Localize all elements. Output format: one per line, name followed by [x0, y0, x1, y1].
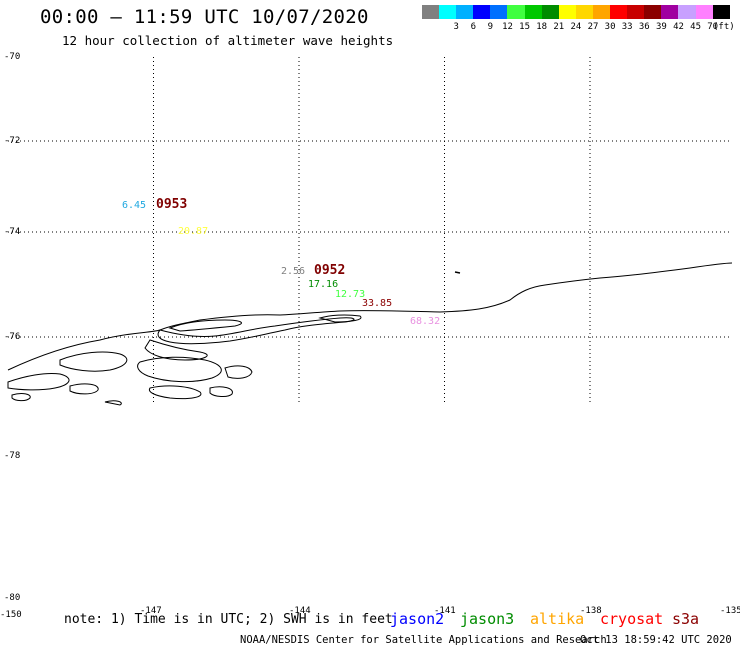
- colorbar-tick-label: 9: [487, 22, 494, 32]
- coastline-segment: [59, 351, 128, 372]
- coastline-segment: [7, 262, 733, 371]
- satellite-legend-cryosat: cryosat: [600, 610, 664, 628]
- coastline-segment: [137, 356, 222, 383]
- colorbar-tick-label: 33: [621, 22, 633, 32]
- satellite-legend-jason2: jason2: [390, 610, 445, 628]
- islet: [454, 271, 461, 274]
- satellite-legend-jason3: jason3: [460, 610, 515, 628]
- colorbar-tick-label: 45: [690, 22, 702, 32]
- wave-height-colorbar: [422, 5, 730, 19]
- wave-height-value: 6.45: [122, 200, 146, 211]
- wave-height-value: 2.56: [281, 266, 305, 277]
- map-subtitle: 12 hour collection of altimeter wave hei…: [62, 33, 394, 48]
- colorbar-swatch: [712, 5, 730, 19]
- colorbar-swatch: [473, 5, 491, 19]
- coastline-segment: [168, 319, 243, 332]
- coastline-segment: [209, 386, 233, 397]
- colorbar-tick-label: 70: [707, 22, 719, 32]
- coastline-segment: [148, 385, 202, 400]
- longitude-label: -141: [434, 606, 456, 616]
- colorbar-swatch: [422, 5, 440, 19]
- colorbar-swatch: [644, 5, 662, 19]
- coastline: [7, 262, 733, 406]
- colorbar-swatch: [678, 5, 696, 19]
- colorbar-swatch: [490, 5, 508, 19]
- generation-timestamp: Oct 13 18:59:42 UTC 2020: [580, 634, 732, 646]
- longitude-label: -138: [580, 606, 602, 616]
- colorbar-swatch: [575, 5, 593, 19]
- coastline-segment: [104, 400, 122, 406]
- coastline-segment: [69, 383, 99, 395]
- colorbar-swatch: [456, 5, 474, 19]
- latitude-label: -80: [4, 593, 21, 603]
- colorbar-swatch: [541, 5, 559, 19]
- longitude-label: -147: [140, 606, 162, 616]
- coastline-segment: [7, 373, 70, 391]
- wave-height-value: 20.87: [178, 226, 208, 237]
- coastline-segment: [144, 339, 208, 361]
- colorbar-swatch: [610, 5, 628, 19]
- storm-time-label: 0953: [156, 197, 187, 212]
- latitude-label: -72: [4, 136, 21, 146]
- graticule: [8, 57, 732, 405]
- colorbar-swatch: [558, 5, 576, 19]
- colorbar-swatch: [627, 5, 645, 19]
- colorbar-swatch: [592, 5, 611, 19]
- colorbar-tick-label: 27: [587, 22, 599, 32]
- colorbar-swatch: [439, 5, 457, 19]
- colorbar-tick-label: 3: [453, 22, 459, 32]
- colorbar-tick-label: 39: [655, 22, 667, 32]
- colorbar-swatch: [661, 5, 679, 19]
- colorbar-unit: (ft): [713, 22, 735, 32]
- coastline-segment: [224, 365, 253, 379]
- longitude-label: -135: [720, 606, 740, 616]
- colorbar-swatch: [695, 5, 713, 19]
- wave-height-value: 12.73: [335, 289, 365, 300]
- credit-line: NOAA/NESDIS Center for Satellite Applica…: [240, 634, 607, 646]
- colorbar-tick-label: 42: [673, 22, 684, 32]
- colorbar-tick-label: 24: [570, 22, 582, 32]
- satellite-legend-altika: altika: [530, 610, 585, 628]
- longitude-label: -144: [289, 606, 311, 616]
- colorbar-tick-label: 15: [519, 22, 531, 32]
- colorbar-tick-label: 18: [536, 22, 548, 32]
- latitude-label: -74: [4, 227, 21, 237]
- wave-height-value: 17.16: [308, 279, 338, 290]
- colorbar-swatch: [524, 5, 542, 19]
- colorbar-tick-label: 30: [604, 22, 616, 32]
- coastline-segment: [11, 393, 31, 402]
- wave-height-value: 68.32: [410, 316, 440, 327]
- latitude-label: -70: [4, 52, 21, 62]
- longitude-label: -150: [0, 610, 22, 620]
- colorbar-tick-label: 21: [553, 22, 565, 32]
- wave-height-value: 33.85: [362, 298, 392, 309]
- footer-note: note: 1) Time is in UTC; 2) SWH is in fe…: [64, 612, 393, 627]
- coastline-segment: [318, 314, 362, 323]
- colorbar-swatch: [507, 5, 525, 19]
- colorbar-tick-label: 36: [638, 22, 650, 32]
- latitude-label: -78: [4, 451, 21, 461]
- storm-time-label: 0952: [314, 263, 345, 278]
- colorbar-tick-label: 12: [502, 22, 513, 32]
- satellite-legend-s3a: s3a: [672, 610, 700, 628]
- latitude-label: -76: [4, 332, 21, 342]
- colorbar-tick-label: 6: [470, 22, 477, 32]
- map-title: 00:00 – 11:59 UTC 10/07/2020: [40, 6, 369, 28]
